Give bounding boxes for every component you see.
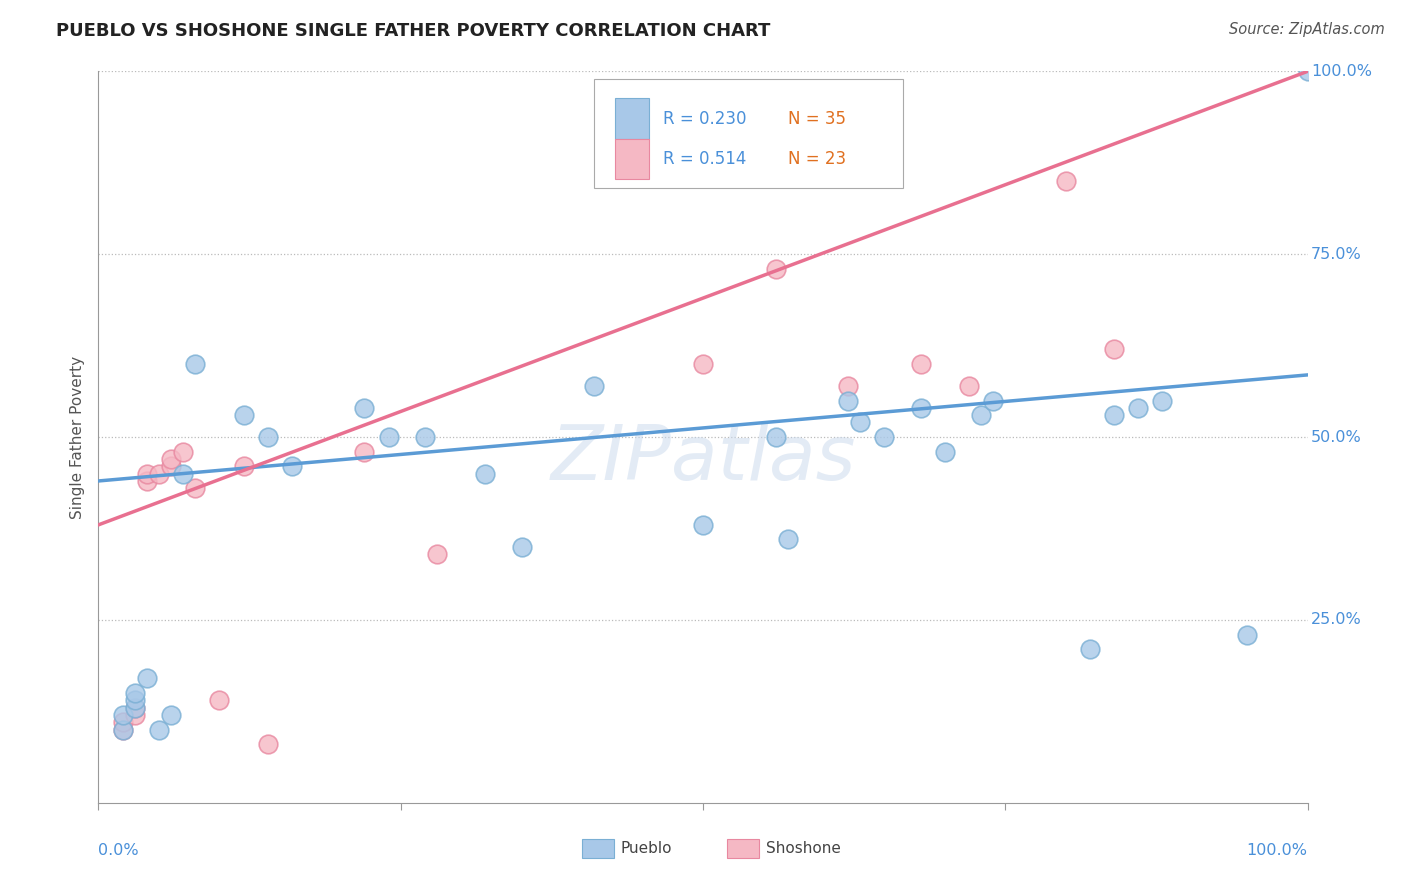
Point [776,533,799,547]
Point [184,481,207,495]
Point [135,672,157,686]
Point [172,444,194,458]
Bar [614,138,648,179]
Point [208,693,231,707]
Point [353,401,375,415]
Point [970,408,993,422]
Point [1152,393,1174,408]
Point [124,686,146,700]
Point [910,357,932,371]
Y-axis label: Single Father Poverty: Single Father Poverty [70,356,86,518]
Point [765,430,787,444]
Point [148,467,170,481]
Point [1102,408,1125,422]
Point [957,379,980,393]
Text: ZIPatlas: ZIPatlas [550,422,856,496]
Point [184,357,207,371]
Point [281,459,304,474]
Point [426,547,449,561]
Point [474,467,496,481]
Point [1236,627,1258,641]
Point [135,474,157,488]
Point [1102,343,1125,357]
Point [160,708,183,723]
Point [910,401,932,415]
Text: 100.0%: 100.0% [1312,64,1372,78]
Point [692,357,714,371]
Text: PUEBLO VS SHOSHONE SINGLE FATHER POVERTY CORRELATION CHART: PUEBLO VS SHOSHONE SINGLE FATHER POVERTY… [56,22,770,40]
Point [160,452,183,467]
Text: 0.0%: 0.0% [98,843,139,858]
Point [583,379,606,393]
Bar [614,98,648,138]
Point [765,261,787,276]
Point [837,379,859,393]
Text: 50.0%: 50.0% [1312,430,1362,444]
Point [124,700,146,714]
Point [510,540,533,554]
Point [413,430,436,444]
Text: Pueblo: Pueblo [621,841,672,856]
Text: 25.0%: 25.0% [1312,613,1362,627]
Point [148,723,170,737]
Point [172,467,194,481]
Text: Shoshone: Shoshone [766,841,841,856]
Text: R = 0.230: R = 0.230 [664,110,747,128]
Point [256,430,278,444]
Point [934,444,956,458]
Point [849,416,872,430]
Point [1078,642,1101,657]
Text: N = 23: N = 23 [787,150,846,168]
Bar [727,838,759,858]
Point [135,467,157,481]
Text: Source: ZipAtlas.com: Source: ZipAtlas.com [1229,22,1385,37]
Point [160,459,183,474]
Point [256,737,278,751]
Point [353,444,375,458]
Bar [582,838,613,858]
Point [1296,64,1319,78]
Point [111,723,134,737]
Point [111,723,134,737]
Point [124,708,146,723]
Text: R = 0.514: R = 0.514 [664,150,747,168]
Text: 75.0%: 75.0% [1312,247,1362,261]
Point [232,459,254,474]
Point [981,393,1004,408]
Point [1128,401,1150,415]
FancyBboxPatch shape [595,78,903,188]
Point [1054,174,1077,188]
Point [692,517,714,532]
Point [124,693,146,707]
Point [377,430,399,444]
Point [111,715,134,730]
Point [837,393,859,408]
Text: 100.0%: 100.0% [1247,843,1308,858]
Point [232,408,254,422]
Point [111,708,134,723]
Point [873,430,896,444]
Point [124,700,146,714]
Text: N = 35: N = 35 [787,110,845,128]
